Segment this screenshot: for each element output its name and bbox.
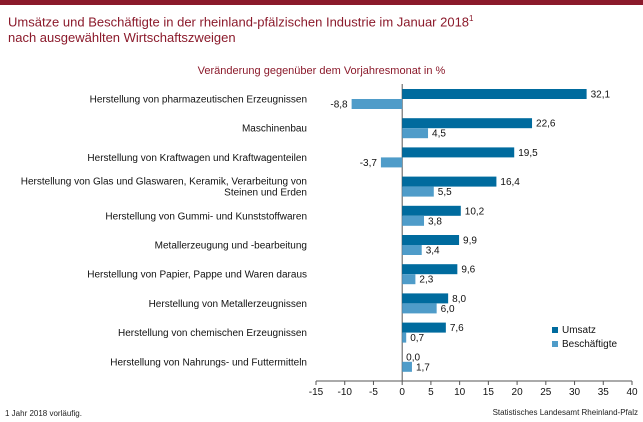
data-label: 5,5: [438, 187, 452, 198]
category-label: Herstellung von chemischen Erzeugnissen: [118, 328, 307, 339]
category-label: Herstellung von Kraftwagen und Kraftwage…: [87, 153, 307, 164]
chart-title: Umsätze und Beschäftigte in der rheinlan…: [8, 11, 628, 46]
x-tick-label: 0: [399, 387, 405, 398]
legend-label: Beschäftigte: [562, 339, 617, 350]
data-label: 19,5: [518, 148, 538, 159]
data-label: 0,7: [410, 333, 424, 344]
data-label: 3,8: [428, 216, 442, 227]
x-tick-label: 5: [428, 387, 434, 398]
bar-beschäftigte: [402, 332, 407, 343]
data-label: 22,6: [536, 119, 556, 130]
data-label: 3,4: [426, 246, 440, 257]
bar-beschäftigte: [402, 215, 425, 226]
bar-umsatz: [402, 205, 461, 216]
data-label: 10,2: [465, 206, 485, 217]
source-note: Statistisches Landesamt Rheinland-Pfalz: [492, 408, 638, 417]
title-footnote-mark: 1: [469, 14, 474, 23]
data-label: 2,3: [419, 275, 433, 286]
data-label: -8,8: [330, 100, 348, 111]
chart-title-line1: Umsätze und Beschäftigte in der rheinlan…: [8, 14, 470, 30]
x-tick-label: 40: [626, 387, 638, 398]
footnote: 1 Jahr 2018 vorläufig.: [5, 409, 82, 418]
bar-umsatz: [402, 176, 497, 187]
bar-beschäftigte: [402, 128, 429, 139]
x-tick-label: 15: [483, 387, 495, 398]
data-label: 9,6: [461, 265, 475, 276]
data-label: 9,9: [463, 236, 477, 247]
data-label: 0,0: [406, 352, 420, 363]
data-label: 8,0: [452, 294, 466, 305]
x-tick-label: 30: [569, 387, 581, 398]
bar-umsatz: [402, 264, 458, 275]
bar-beschäftigte: [402, 186, 434, 197]
category-label: Herstellung von Metallerzeugnissen: [149, 299, 307, 310]
x-tick-label: 25: [540, 387, 552, 398]
bar-umsatz: [402, 235, 460, 245]
category-label: Herstellung von Glas und Glaswaren, Kera…: [21, 177, 307, 188]
x-tick-label: 20: [512, 387, 524, 398]
bar-beschäftigte: [402, 274, 416, 285]
bar-beschäftigte: [351, 99, 403, 109]
x-tick-label: -15: [309, 387, 324, 398]
bar-umsatz: [402, 118, 533, 129]
category-label: Herstellung von pharmazeutischen Erzeugn…: [90, 95, 307, 106]
x-tick-label: -5: [369, 387, 378, 398]
data-label: 32,1: [591, 90, 611, 101]
chart-subtitle: Veränderung gegenüber dem Vorjahresmonat…: [197, 65, 446, 77]
chart-title-line2: nach ausgewählten Wirtschaftszweigen: [8, 30, 236, 46]
bar-beschäftigte: [402, 245, 422, 255]
category-label: Maschinenbau: [242, 124, 307, 135]
top-accent-bar: [0, 0, 643, 5]
legend-swatch: [552, 341, 558, 347]
category-label: Herstellung von Gummi- und Kunststoffwar…: [105, 211, 307, 222]
data-label: -3,7: [360, 158, 378, 169]
legend-swatch: [552, 327, 558, 333]
category-label: Metallerzeugung und -bearbeitung: [155, 241, 307, 252]
bar-beschäftigte: [402, 361, 412, 372]
bar-umsatz: [402, 89, 587, 99]
bar-beschäftigte: [380, 157, 403, 168]
category-label: Steinen und Erden: [224, 188, 307, 199]
data-label: 7,6: [450, 323, 464, 334]
category-label: Herstellung von Papier, Pappe und Waren …: [87, 270, 307, 281]
data-label: 6,0: [441, 304, 455, 315]
x-tick-label: 35: [598, 387, 610, 398]
bar-umsatz: [402, 293, 449, 304]
x-tick-label: 10: [454, 387, 466, 398]
data-label: 16,4: [500, 177, 520, 188]
data-label: 1,7: [416, 362, 430, 373]
bar-umsatz: [402, 322, 446, 333]
x-tick-label: -10: [338, 387, 353, 398]
bar-beschäftigte: [402, 303, 437, 314]
legend-label: Umsatz: [562, 325, 596, 336]
data-label: 4,5: [432, 129, 446, 140]
category-label: Herstellung von Nahrungs- und Futtermitt…: [110, 357, 307, 368]
bar-umsatz: [402, 147, 515, 158]
